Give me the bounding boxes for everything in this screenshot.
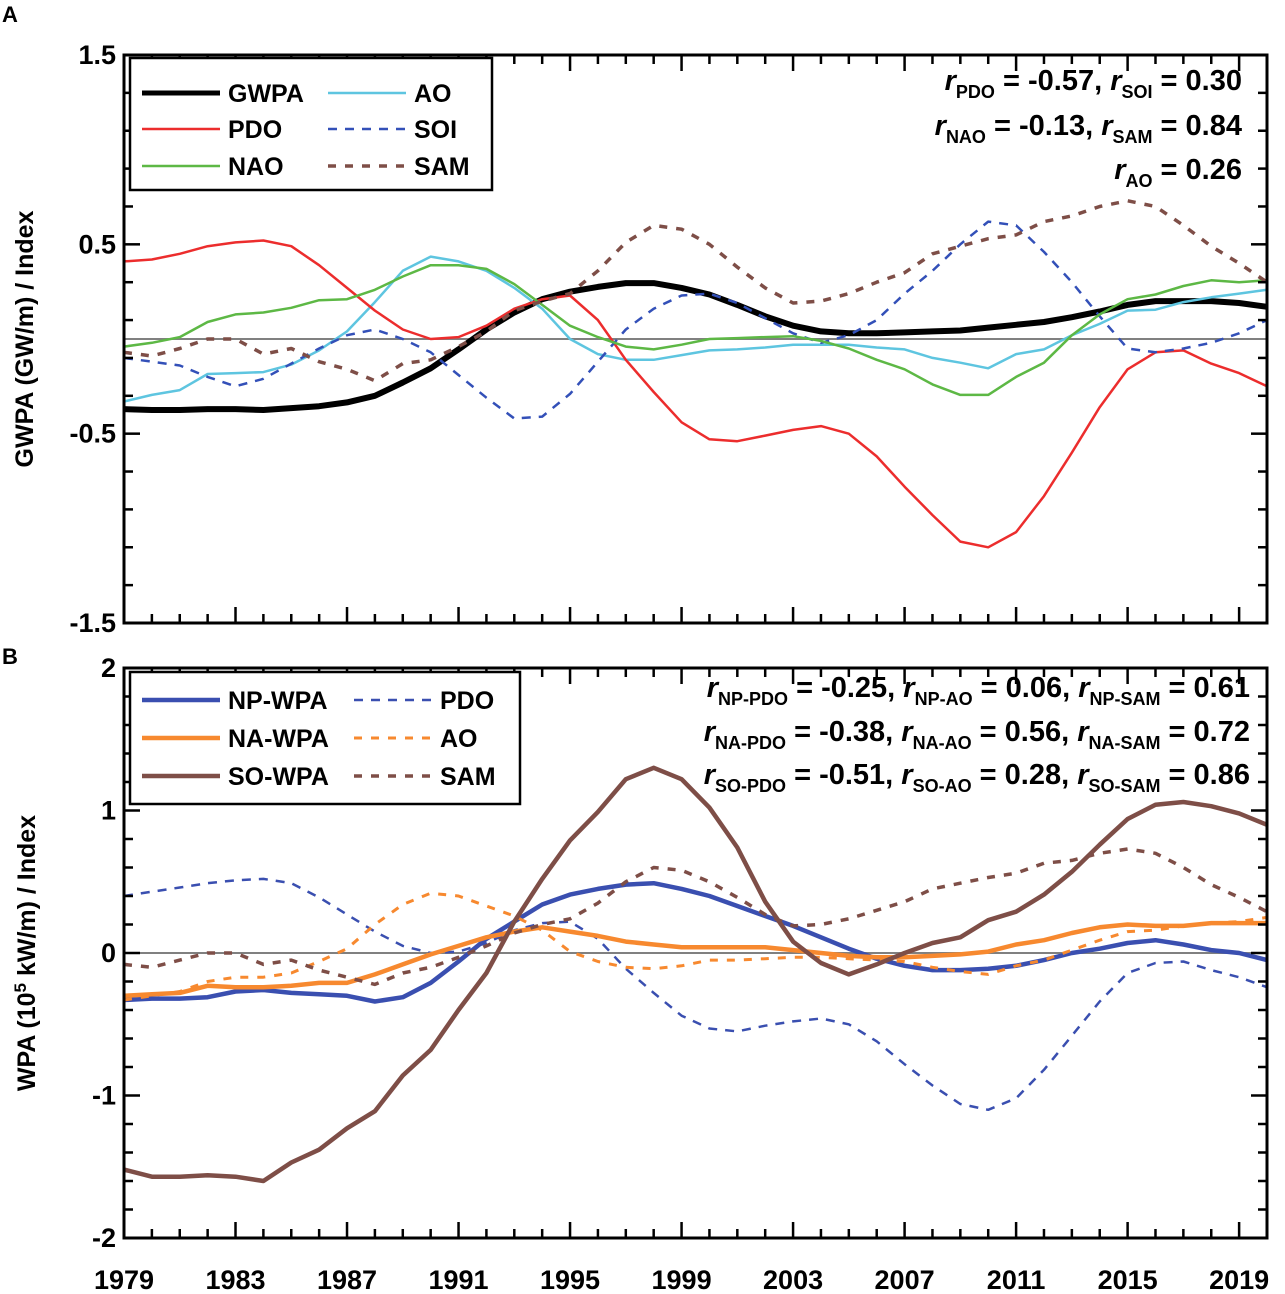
legend-box [128, 56, 494, 192]
y-tick-label: 1 [101, 796, 116, 826]
x-tick-label: 2003 [763, 1265, 823, 1294]
y-axis-label: WPA (105 kW/m) / Index [11, 815, 41, 1091]
panel-label: B [2, 644, 18, 669]
series-line-ao [123, 255, 1268, 403]
x-tick-label: 1995 [540, 1265, 600, 1294]
y-tick-label: 0.5 [78, 229, 116, 259]
y-tick-label: -1 [92, 1081, 116, 1111]
x-tick-label: 2019 [1209, 1265, 1269, 1294]
legend-label-ao: AO [414, 80, 452, 108]
legend-label-sam: SAM [440, 763, 496, 791]
correlation-annotation: rNP-PDO = -0.25, rNP-AO = 0.06, rNP-SAM … [707, 672, 1250, 709]
x-tick-label: 1999 [652, 1265, 712, 1294]
panel-label: A [2, 2, 18, 27]
series-line-ao [123, 891, 1268, 1002]
series-line-np-wpa [123, 880, 1268, 1004]
series-line-pdo [123, 877, 1268, 1112]
series-line-na-wpa [123, 920, 1267, 999]
x-tick-label: 1991 [428, 1265, 488, 1294]
series-line-gwpa [123, 280, 1268, 413]
x-tick-label: 1979 [94, 1265, 154, 1294]
y-tick-label: 1.5 [78, 40, 116, 70]
legend-label-nao: NAO [228, 153, 284, 181]
correlation-annotation: rPDO = -0.57, rSOI = 0.30 [945, 65, 1242, 102]
y-tick-label: -1.5 [69, 608, 116, 638]
series-line-so-wpa [123, 765, 1268, 1184]
y-tick-label: 0 [101, 938, 116, 968]
y-tick-label: -0.5 [69, 419, 116, 449]
series-line-nao [123, 263, 1268, 397]
correlation-annotation: rSO-PDO = -0.51, rSO-AO = 0.28, rSO-SAM … [704, 759, 1250, 796]
correlation-annotation: rAO = 0.26 [1114, 154, 1242, 191]
series-line-sam [123, 199, 1268, 383]
x-tick-label: 1983 [205, 1265, 265, 1294]
legend-label-ao: AO [440, 725, 478, 753]
legend-label-gwpa: GWPA [228, 80, 304, 108]
x-tick-label: 2011 [987, 1265, 1046, 1294]
panel-b-wpa-chart: B -2 -1 0 1 2 1979 1983 1987 1991 1995 1999 2003 2007… [2, 644, 1269, 1294]
legend-label-na-wpa: NA-WPA [228, 725, 329, 753]
legend-label-soi: SOI [414, 116, 457, 144]
legend: NP-WPA PDO NA-WPA AO SO-WPA SAM [128, 670, 522, 806]
series-line-sam [123, 847, 1268, 987]
legend-label-pdo: PDO [228, 116, 282, 144]
correlation-annotation: rNAO = -0.13, rSAM = 0.84 [935, 110, 1242, 147]
legend: GWPA AO PDO SOI NAO SAM [128, 56, 494, 192]
y-tick-label: 2 [101, 653, 116, 683]
y-axis-label: GWPA (GW/m) / Index [11, 210, 39, 467]
plot-frame [122, 53, 1269, 625]
x-tick-label: 2015 [1098, 1265, 1158, 1294]
series-line-soi [123, 220, 1268, 420]
legend-label-np-wpa: NP-WPA [228, 687, 328, 715]
legend-label-so-wpa: SO-WPA [228, 763, 329, 791]
correlation-annotation: rNA-PDO = -0.38, rNA-AO = 0.56, rNA-SAM … [704, 716, 1250, 753]
legend-label-pdo: PDO [440, 687, 494, 715]
x-tick-label: 1987 [317, 1265, 377, 1294]
panel-a-gwpa-chart: A -1.5 -0.5 0.5 1.5 GWPA (GW/m) / Index GWPA AO… [2, 2, 1269, 638]
series-line-pdo [123, 239, 1268, 549]
x-tick-label: 2007 [875, 1265, 935, 1294]
y-tick-label: -2 [92, 1223, 116, 1253]
legend-label-sam: SAM [414, 153, 470, 181]
